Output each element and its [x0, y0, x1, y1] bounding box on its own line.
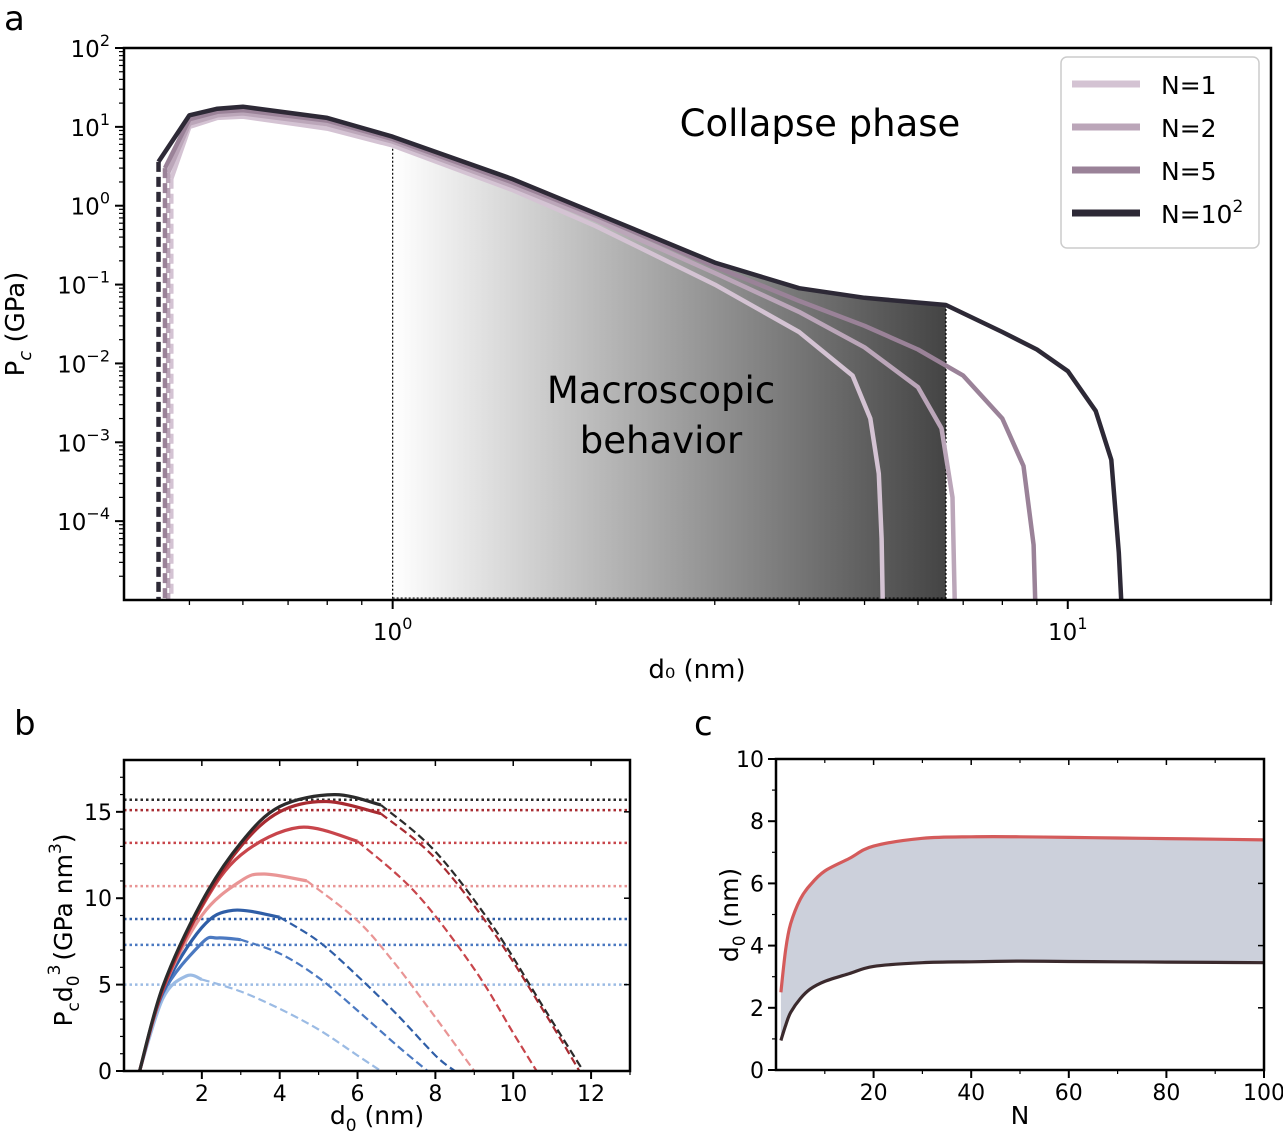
panel-c-xtick-label-0: 20 — [860, 1081, 888, 1106]
panel-c-ytick-label-3: 6 — [750, 872, 764, 897]
panel-c-upper-line — [779, 835, 1264, 993]
panel-b-ylabel: Pcd03(GPa nm3) — [45, 833, 84, 1026]
panel-b-xtick-label-4: 10 — [499, 1082, 527, 1107]
panel-a-ytick-label-3: 10−1 — [57, 268, 110, 300]
panel-a-ytick-label-6: 10−4 — [57, 504, 110, 536]
panel-a-xtick-label-1: 101 — [1048, 614, 1087, 646]
panel-b-series-3-solid — [138, 872, 308, 1071]
panel-b-ytick-label-1: 5 — [98, 974, 112, 999]
legend-label-n1: N=1 — [1161, 71, 1217, 100]
panel-b-ylabel-sub1: c — [64, 1002, 84, 1011]
panel-a-ylabel: Pc (GPa) — [1, 272, 36, 377]
panel-b-ylabel-close: ) — [49, 833, 78, 843]
panel-c-ylabel: d0 (nm) — [715, 868, 750, 962]
panel-c-xlabel: N — [1011, 1101, 1030, 1130]
panel-b-series-1-solid — [138, 935, 241, 1071]
panel-a-ylabel-unit: (GPa) — [1, 272, 31, 351]
panel-a-ytick-label-4: 10−2 — [57, 346, 110, 378]
panel-a-series-3-line — [162, 107, 1038, 600]
panel-a-annotation-collapse: Collapse phase — [680, 102, 961, 145]
panel-c-ytick-label-2: 4 — [750, 935, 764, 960]
legend-frame — [1060, 56, 1260, 249]
panel-b-ylabel-exp: 3 — [45, 965, 65, 976]
panel-c-xtick-label-1: 40 — [957, 1081, 985, 1106]
panel-a-ylabel-sub: c — [15, 351, 36, 361]
panel-a-ytick-label-0: 102 — [71, 31, 110, 63]
panel-b-ytick-label-2: 10 — [84, 887, 112, 912]
legend-label-n100-base: N=10 — [1161, 200, 1232, 229]
panel-b-series-2-dashed — [279, 916, 456, 1071]
panel-c-fill — [780, 836, 1264, 1041]
panel-b-series-6-dashed — [380, 804, 585, 1071]
panel-c-ylabel-unit: (nm) — [715, 868, 744, 936]
panel-b-ytick-label-0: 0 — [98, 1060, 112, 1085]
panel-a-legend: N=1 N=2 N=5 N=102 — [1060, 56, 1260, 249]
legend-label-n100-exp: 2 — [1232, 197, 1243, 217]
panel-a-series-2-line — [166, 111, 957, 600]
panel-b-ylabel-unit: (GPa nm — [49, 854, 78, 961]
panel-a-xtick-label-0: 100 — [373, 614, 412, 646]
panel-b-xtick-label-3: 8 — [428, 1082, 442, 1107]
panel-b-xtick-label-5: 12 — [577, 1082, 605, 1107]
panel-b-series-3-dashed — [306, 880, 476, 1071]
panel-b-xlabel-base: d — [330, 1101, 346, 1130]
panel-c-lower-line — [779, 959, 1264, 1041]
panel-b-xlabel-sub: 0 — [346, 1116, 357, 1136]
panel-c-ylabel-base: d — [715, 946, 744, 962]
panel-b-ytick-label-3: 15 — [84, 801, 112, 826]
panel-label-a: a — [4, 0, 25, 39]
panel-b-ylabel-d: d — [49, 986, 78, 1002]
panel-b-series-6-solid — [138, 792, 382, 1071]
panel-a-ytick-label-1: 101 — [71, 110, 110, 142]
panel-a-xlabel: d₀ (nm) — [648, 655, 745, 685]
legend-label-n100: N=102 — [1161, 197, 1243, 229]
panel-c-xtick-label-2: 60 — [1055, 1081, 1083, 1106]
panel-a: 100 101 102 101 100 10−1 10−2 10−3 10−4 Collaps… — [1, 31, 1273, 685]
panel-c-ytick-label-4: 8 — [750, 810, 764, 835]
panel-c-ytick-label-0: 0 — [750, 1059, 764, 1084]
panel-a-series-4-line — [156, 104, 1124, 600]
panel-a-ylabel-p: P — [1, 361, 31, 377]
panel-b-series-1-dashed — [240, 938, 429, 1071]
panel-a-frame — [122, 46, 1273, 602]
panel-label-c: c — [694, 704, 713, 744]
panel-b-xlabel: d0 (nm) — [330, 1101, 424, 1136]
panel-a-annotation-macro-1: Macroscopic — [547, 369, 775, 412]
panel-c-ylabel-sub: 0 — [730, 935, 750, 946]
panel-a-ytick-label-5: 10−3 — [57, 425, 110, 457]
panel-b-xtick-label-0: 2 — [195, 1082, 209, 1107]
panel-b-ylabel-sub2: 0 — [64, 975, 84, 986]
panel-a-annotation-macro-2: behavior — [580, 419, 743, 462]
legend-label-n5: N=5 — [1161, 157, 1217, 186]
panel-c-ytick-label-5: 10 — [736, 748, 764, 773]
panel-b-ylabel-p: P — [49, 1011, 78, 1026]
panel-b-series-0-dashed — [201, 978, 382, 1071]
panel-b-xtick-label-1: 4 — [273, 1082, 287, 1107]
panel-a-series-1-line — [169, 114, 885, 600]
panel-b-series-4-dashed — [356, 840, 538, 1071]
panel-b-series-0-solid — [138, 973, 203, 1071]
panel-b-ylabel-unit-exp: 3 — [46, 843, 66, 854]
panel-c-xtick-label-4: 100 — [1243, 1081, 1283, 1106]
panel-label-b: b — [14, 704, 36, 744]
panel-c-xtick-label-3: 80 — [1152, 1081, 1180, 1106]
legend-label-n2: N=2 — [1161, 114, 1217, 143]
panel-a-ytick-label-2: 100 — [71, 189, 110, 221]
panel-b-series-5-dashed — [380, 812, 581, 1071]
panel-b-xlabel-unit: (nm) — [357, 1101, 425, 1130]
panel-b-xtick-label-2: 6 — [351, 1082, 365, 1107]
panel-c-ytick-label-1: 2 — [750, 997, 764, 1022]
